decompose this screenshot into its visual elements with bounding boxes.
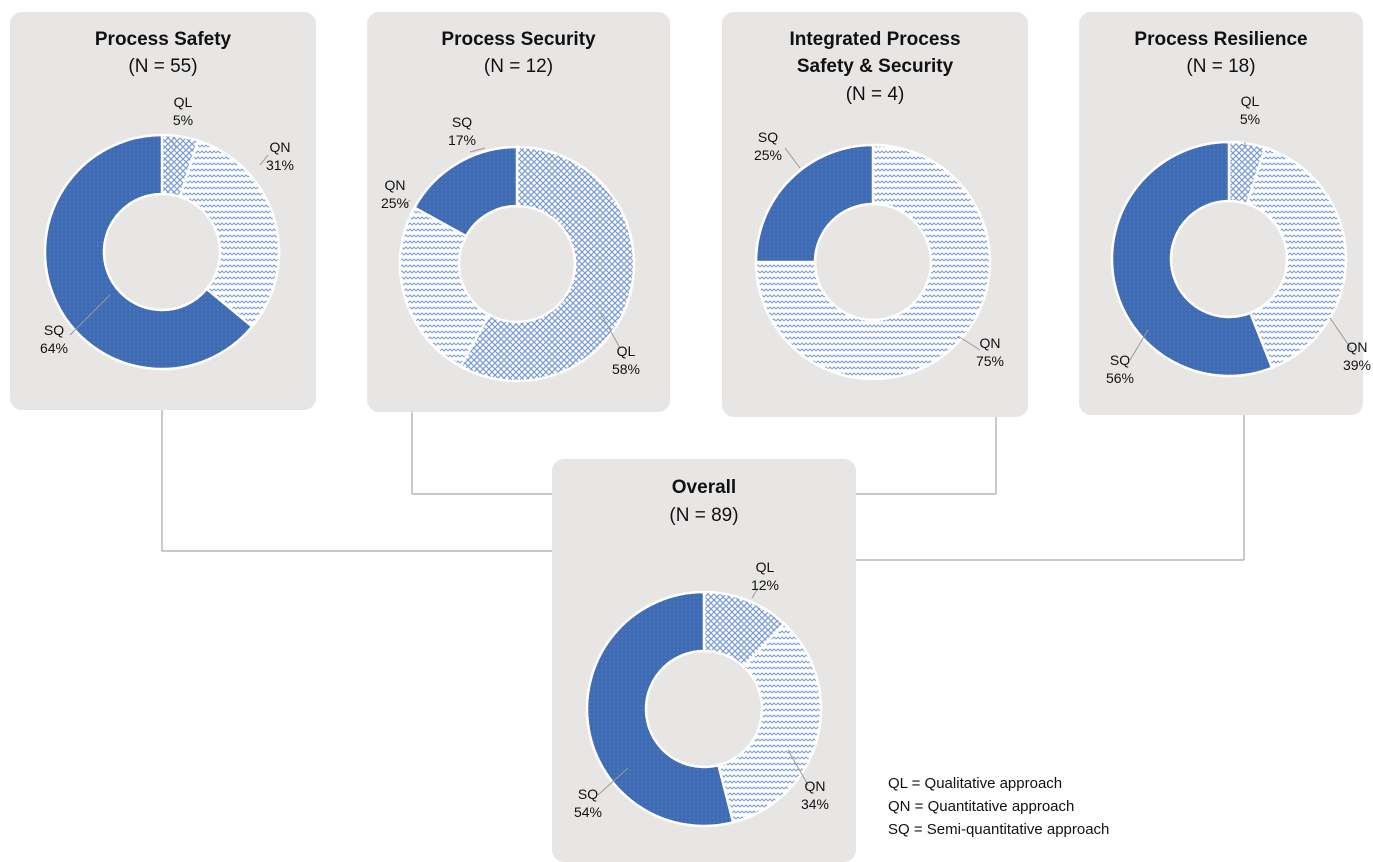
chart-title: Safety & Security	[797, 56, 954, 77]
slice-ql	[458, 145, 636, 383]
legend: QL = Qualitative approach QN = Quantitat…	[888, 772, 1109, 841]
legend-code: QL	[888, 775, 908, 792]
donut-panel-5: Overall (N = 89) QL 12% QN 34% SQ 54%	[552, 459, 856, 862]
leader-line	[957, 335, 981, 351]
slice-value-label: 58%	[612, 361, 640, 377]
slice-value-label: 5%	[173, 112, 193, 128]
slice-label: SQ	[44, 322, 64, 338]
leader-line	[69, 294, 111, 336]
slice-value-label: 54%	[574, 804, 602, 820]
slice-label: SQ	[452, 114, 472, 130]
chart-title: Overall	[672, 477, 736, 498]
leader-line	[171, 139, 177, 149]
chart-subtitle: (N = 12)	[484, 56, 553, 77]
slice-qn	[178, 139, 281, 329]
slice-value-label: 12%	[751, 577, 779, 593]
chart-title: Process Safety	[95, 29, 232, 50]
slice-label: QN	[270, 139, 291, 155]
leader-line	[469, 147, 486, 153]
slice-value-label: 25%	[754, 147, 782, 163]
slice-value-label: 17%	[448, 132, 476, 148]
slice-label: QL	[1241, 93, 1260, 109]
legend-entry-qn: QN = Quantitative approach	[888, 795, 1109, 818]
leader-line	[1329, 317, 1353, 351]
connector-lines	[161, 410, 1245, 561]
leader-line	[1129, 329, 1149, 361]
slice-sq	[754, 143, 875, 264]
chart-subtitle: (N = 18)	[1186, 56, 1255, 77]
slice-qn	[1245, 146, 1348, 370]
chart-subtitle: (N = 55)	[128, 56, 197, 77]
leader-line	[404, 199, 411, 206]
slice-sq	[585, 590, 735, 828]
slice-value-label: 25%	[381, 195, 409, 211]
slice-value-label: 5%	[1240, 111, 1260, 127]
legend-code: SQ	[888, 821, 910, 838]
legend-code: QN	[888, 798, 911, 815]
slice-sq	[412, 145, 519, 238]
slice-label: SQ	[758, 129, 778, 145]
chart-title: Process Security	[441, 29, 596, 50]
slice-value-label: 39%	[1343, 357, 1371, 373]
slice-value-label: 75%	[976, 353, 1004, 369]
chart-subtitle: (N = 4)	[846, 84, 905, 105]
slice-value-label: 64%	[40, 340, 68, 356]
chart-title: Process Resilience	[1134, 29, 1307, 50]
slice-value-label: 56%	[1106, 370, 1134, 386]
slice-label: SQ	[1110, 352, 1130, 368]
slice-value-label: 34%	[801, 796, 829, 812]
slice-label: QN	[385, 177, 406, 193]
slice-label: QL	[756, 559, 775, 575]
donut-panel-1: Process Safety (N = 55) QL 5% QN 31% SQ 64%	[10, 12, 316, 410]
leader-line	[259, 154, 269, 166]
chart-title: Integrated Process	[789, 29, 960, 50]
slice-value-label: 31%	[266, 157, 294, 173]
chart-subtitle: (N = 89)	[669, 505, 738, 526]
leader-line	[597, 767, 629, 796]
legend-entry-sq: SQ = Semi-quantitative approach	[888, 818, 1109, 841]
slice-label: QN	[1347, 339, 1368, 355]
leader-line	[784, 147, 801, 169]
slice-qn	[716, 621, 823, 824]
leader-line	[787, 749, 809, 786]
slice-label: QN	[980, 335, 1001, 351]
legend-text: = Quantitative approach	[914, 798, 1075, 815]
legend-text: = Semi-quantitative approach	[913, 821, 1110, 838]
slice-qn	[398, 205, 491, 369]
slice-label: QL	[174, 94, 193, 110]
slice-label: SQ	[578, 786, 598, 802]
donut-panel-3: Integrated Process Safety & Security (N = …	[722, 12, 1028, 417]
legend-entry-ql: QL = Qualitative approach	[888, 772, 1109, 795]
slice-qn	[754, 143, 992, 381]
slice-sq	[43, 133, 254, 371]
slice-sq	[1110, 140, 1274, 378]
legend-text: = Qualitative approach	[911, 775, 1063, 792]
leader-line	[599, 311, 621, 349]
slice-label: QN	[805, 778, 826, 794]
donut-panel-2: Process Security (N = 12) QL 58% QN 25% SQ 17%	[367, 12, 670, 412]
slice-label: QL	[617, 343, 636, 359]
donut-panel-4: Process Resilience (N = 18) QL 5% QN 39% SQ 56%	[1079, 12, 1371, 415]
leader-line	[751, 587, 759, 599]
donut-panels: Process Safety(N = 55)QL5%QN31%SQ64%Proc…	[10, 12, 1371, 862]
